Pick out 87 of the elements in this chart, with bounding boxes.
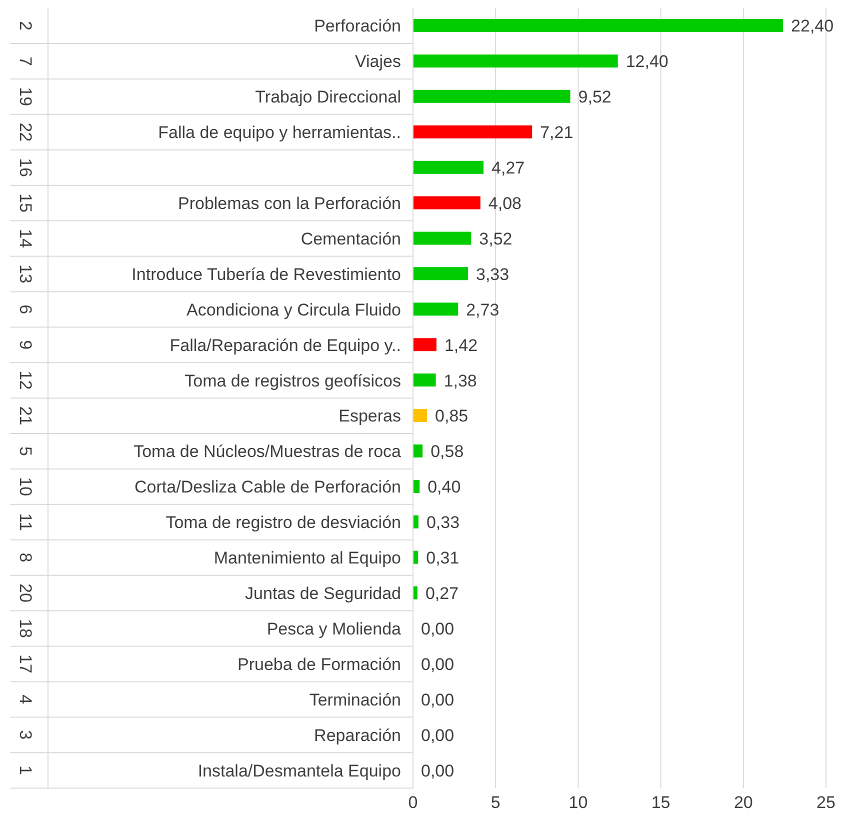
y-tick-label: Juntas de Seguridad: [245, 584, 401, 603]
x-tick-label: 15: [651, 793, 670, 812]
y2-tick-label: 3: [16, 730, 35, 740]
data-label: 0,00: [421, 619, 454, 638]
y-tick-label: Toma de Núcleos/Muestras de roca: [134, 442, 402, 462]
y2-tick-label: 18: [16, 618, 35, 638]
bar: [413, 19, 784, 32]
y2-tick-label: 9: [16, 340, 35, 350]
bar: [413, 515, 418, 528]
y2-tick-label: 8: [16, 552, 35, 562]
y2-tick-label: 1: [16, 766, 35, 776]
data-label: 0,00: [421, 654, 454, 674]
y-tick-label: Falla de equipo y herramientas..: [158, 123, 401, 142]
y2-tick-label: 15: [16, 194, 35, 212]
x-tick-label: 25: [816, 793, 836, 812]
y-tick-label: Toma de registro de desviación: [166, 513, 401, 532]
data-label: 0,00: [421, 690, 454, 710]
bar: [413, 232, 472, 245]
y-tick-label: Instala/Desmantela Equipo: [198, 761, 401, 780]
y2-tick-label: 21: [16, 406, 35, 426]
y2-tick-label: 2: [16, 20, 35, 30]
y2-tick-label: 20: [16, 584, 35, 602]
y2-tick-label: 13: [16, 264, 35, 284]
y-tick-label: Esperas: [338, 406, 401, 426]
y-tick-label: Cementación: [300, 229, 401, 248]
x-tick-label: 0: [408, 793, 418, 812]
y-tick-label: Viajes: [355, 52, 401, 72]
y-tick-label: Pesca y Molienda: [266, 619, 402, 638]
y2-tick-label: 19: [16, 87, 35, 106]
data-label: 4,08: [488, 194, 522, 213]
data-label: 0,40: [428, 478, 461, 497]
bar: [413, 267, 468, 280]
y-tick-label: Reparación: [314, 726, 401, 745]
bar: [413, 90, 570, 103]
bar: [413, 125, 532, 138]
data-label: 0,31: [426, 548, 460, 568]
y2-tick-label: 7: [16, 56, 35, 66]
y2-tick-label: 10: [16, 477, 35, 496]
y2-tick-label: 16: [16, 158, 35, 178]
y2-tick-label: 6: [16, 304, 35, 314]
x-tick-label: 10: [568, 793, 588, 812]
y-tick-label: Toma de registros geofísicos: [184, 371, 401, 390]
y2-tick-label: 11: [16, 513, 35, 531]
data-label: 0,85: [435, 406, 468, 426]
bar: [413, 374, 436, 387]
y-tick-label: Perforación: [314, 16, 401, 36]
data-label: 0,27: [425, 584, 459, 603]
y-tick-label: Terminación: [309, 690, 401, 710]
y2-tick-label: 17: [16, 654, 35, 674]
y2-tick-label: 22: [16, 122, 35, 142]
y2-tick-label: 12: [16, 370, 35, 390]
x-tick-label: 5: [490, 793, 500, 812]
bar: [413, 409, 428, 422]
data-label: 12,40: [626, 52, 668, 72]
y2-tick-label: 5: [16, 446, 35, 456]
data-label: 3,52: [479, 229, 512, 248]
data-label: 9,52: [578, 88, 612, 107]
data-label: 7,21: [540, 123, 574, 142]
y-tick-label: Acondiciona y Circula Fluido: [186, 300, 401, 320]
data-label: 0,33: [426, 513, 460, 532]
bar: [413, 196, 480, 210]
data-label: 1,38: [444, 371, 477, 390]
y-tick-label: Falla/Reparación de Equipo y..: [170, 336, 401, 355]
data-label: 1,42: [444, 336, 478, 355]
data-label: 2,73: [466, 300, 500, 320]
y-tick-label: Prueba de Formación: [238, 654, 401, 674]
data-label: 4,27: [492, 158, 525, 178]
y-tick-label: Mantenimiento al Equipo: [214, 548, 401, 568]
bar: [413, 302, 458, 316]
y2-tick-label: 14: [16, 228, 35, 248]
y-tick-label: Problemas con la Perforación: [178, 194, 401, 213]
data-label: 0,00: [421, 761, 454, 780]
y-tick-label: Trabajo Direccional: [255, 88, 401, 107]
x-tick-label: 20: [734, 793, 753, 812]
y-tick-label: Corta/Desliza Cable de Perforación: [134, 478, 401, 497]
bar: [413, 160, 484, 174]
bar: [413, 480, 420, 493]
y-tick-label: Introduce Tubería de Revestimiento: [132, 264, 401, 284]
data-label: 22,40: [791, 16, 834, 36]
data-label: 0,00: [421, 726, 454, 745]
bar: [413, 338, 436, 352]
bar: [413, 54, 618, 68]
y2-tick-label: 4: [16, 694, 35, 704]
data-label: 3,33: [476, 264, 510, 284]
bar: [413, 586, 418, 600]
bar: [413, 444, 423, 458]
data-label: 0,58: [430, 442, 464, 462]
